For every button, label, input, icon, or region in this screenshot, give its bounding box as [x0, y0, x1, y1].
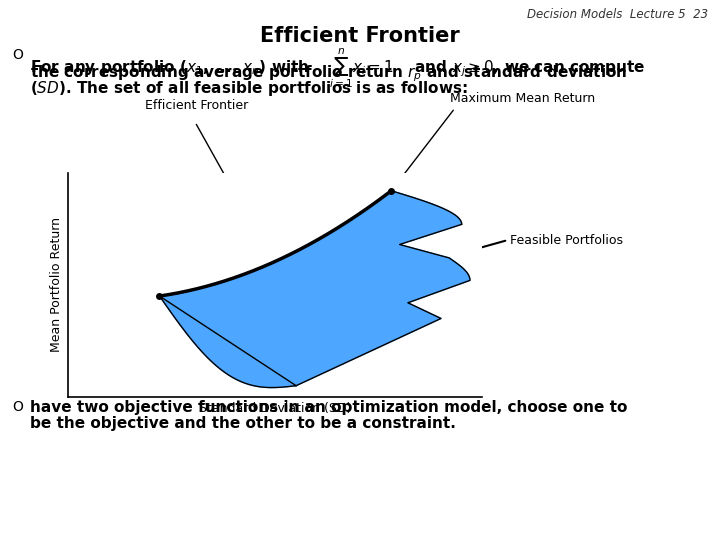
Text: Efficient Frontier: Efficient Frontier — [145, 99, 248, 112]
Text: ($SD$). The set of all feasible portfolios is as follows:: ($SD$). The set of all feasible portfoli… — [30, 79, 468, 98]
Text: be the objective and the other to be a constraint.: be the objective and the other to be a c… — [30, 416, 456, 431]
Text: the corresponding average portfolio return $r_p$ and standard deviation: the corresponding average portfolio retu… — [30, 63, 627, 84]
Text: Maximum Mean Return: Maximum Mean Return — [450, 92, 595, 105]
Text: Decision Models  Lecture 5  23: Decision Models Lecture 5 23 — [527, 8, 708, 21]
X-axis label: Standard Deviation (SD): Standard Deviation (SD) — [199, 402, 351, 415]
Polygon shape — [160, 191, 470, 388]
Text: For any portfolio ($x_1$, ..., $x_n$) with    $\sum_{i=1}^{n}x_i=1$    and $x_j\: For any portfolio ($x_1$, ..., $x_n$) wi… — [30, 47, 645, 90]
Text: O: O — [12, 400, 24, 414]
Text: Feasible Portfolios: Feasible Portfolios — [510, 233, 623, 246]
Text: O: O — [12, 48, 24, 62]
Y-axis label: Mean Portfolio Return: Mean Portfolio Return — [50, 217, 63, 353]
Text: have two objective functions in an optimization model, choose one to: have two objective functions in an optim… — [30, 400, 627, 415]
Text: Efficient Frontier: Efficient Frontier — [260, 26, 460, 46]
Text: Minimum SD: Minimum SD — [115, 262, 194, 275]
